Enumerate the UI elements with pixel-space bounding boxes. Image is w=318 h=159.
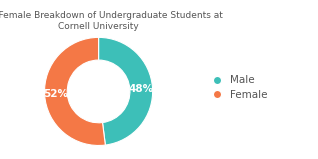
Wedge shape	[99, 37, 153, 145]
Text: 52%: 52%	[44, 89, 68, 99]
Text: Male/Female Breakdown of Undergraduate Students at
Cornell University: Male/Female Breakdown of Undergraduate S…	[0, 11, 223, 31]
Wedge shape	[45, 37, 105, 145]
Legend: Male, Female: Male, Female	[202, 71, 272, 104]
Text: 48%: 48%	[129, 84, 154, 94]
